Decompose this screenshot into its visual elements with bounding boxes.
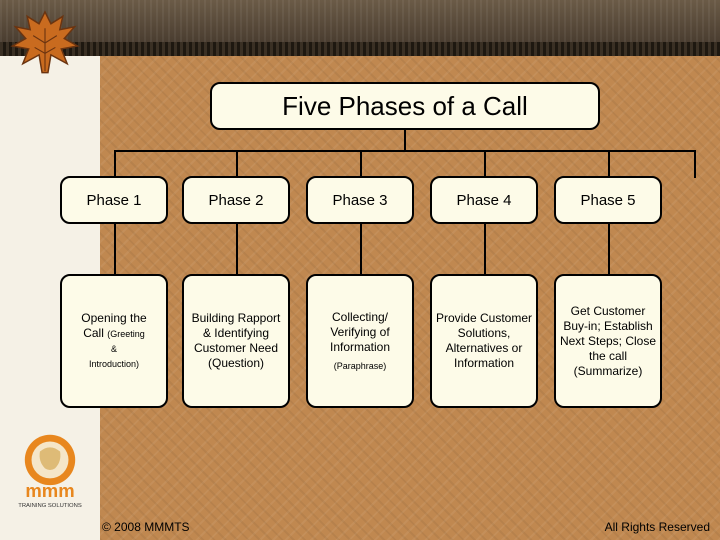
connector-drop: [608, 150, 610, 178]
rights-text: All Rights Reserved: [605, 520, 710, 534]
main-area: Five Phases of a Call Phase 1 Phase 2 Ph…: [100, 56, 720, 540]
desc-box-5: Get Customer Buy-in; Establish Next Step…: [554, 274, 662, 408]
connector-drop2: [360, 224, 362, 276]
title-text: Five Phases of a Call: [282, 91, 528, 122]
header-border: [0, 42, 720, 56]
desc-main: Building Rapport & Identifying Customer …: [187, 311, 285, 371]
maple-leaf-icon: [6, 6, 84, 80]
header-band: [0, 0, 720, 42]
desc-box-4: Provide Customer Solutions, Alternatives…: [430, 274, 538, 408]
desc-main: Provide Customer Solutions, Alternatives…: [435, 311, 533, 371]
connector-horizontal: [114, 150, 694, 152]
connector-drop: [114, 150, 116, 178]
desc-main: Opening theCall (Greeting&Introduction): [81, 311, 146, 371]
desc-sub: (Paraphrase): [334, 361, 387, 372]
svg-text:TRAINING SOLUTIONS: TRAINING SOLUTIONS: [18, 503, 82, 509]
desc-box-3: Collecting/ Verifying of Information (Pa…: [306, 274, 414, 408]
phase-box-2: Phase 2: [182, 176, 290, 224]
desc-main: Get Customer Buy-in; Establish Next Step…: [559, 304, 657, 379]
phase-box-3: Phase 3: [306, 176, 414, 224]
phase-label: Phase 1: [86, 192, 141, 209]
phase-box-1: Phase 1: [60, 176, 168, 224]
desc-main: Collecting/ Verifying of Information: [311, 310, 409, 355]
phase-box-5: Phase 5: [554, 176, 662, 224]
desc-box-1: Opening theCall (Greeting&Introduction): [60, 274, 168, 408]
connector-drop: [694, 150, 696, 178]
svg-text:mmm: mmm: [25, 480, 74, 501]
title-box: Five Phases of a Call: [210, 82, 600, 130]
company-logo-icon: mmm TRAINING SOLUTIONS: [8, 428, 92, 512]
desc-box-2: Building Rapport & Identifying Customer …: [182, 274, 290, 408]
connector-drop2: [484, 224, 486, 276]
phase-label: Phase 3: [332, 192, 387, 209]
connector-drop2: [236, 224, 238, 276]
connector-drop2: [608, 224, 610, 276]
phase-label: Phase 2: [208, 192, 263, 209]
connector-drop2: [114, 224, 116, 276]
connector-stem: [404, 130, 406, 150]
connector-drop: [360, 150, 362, 178]
phase-label: Phase 4: [456, 192, 511, 209]
connector-drop: [236, 150, 238, 178]
connector-drop: [484, 150, 486, 178]
phase-label: Phase 5: [580, 192, 635, 209]
copyright-text: © 2008 MMMTS: [102, 520, 190, 534]
phase-box-4: Phase 4: [430, 176, 538, 224]
